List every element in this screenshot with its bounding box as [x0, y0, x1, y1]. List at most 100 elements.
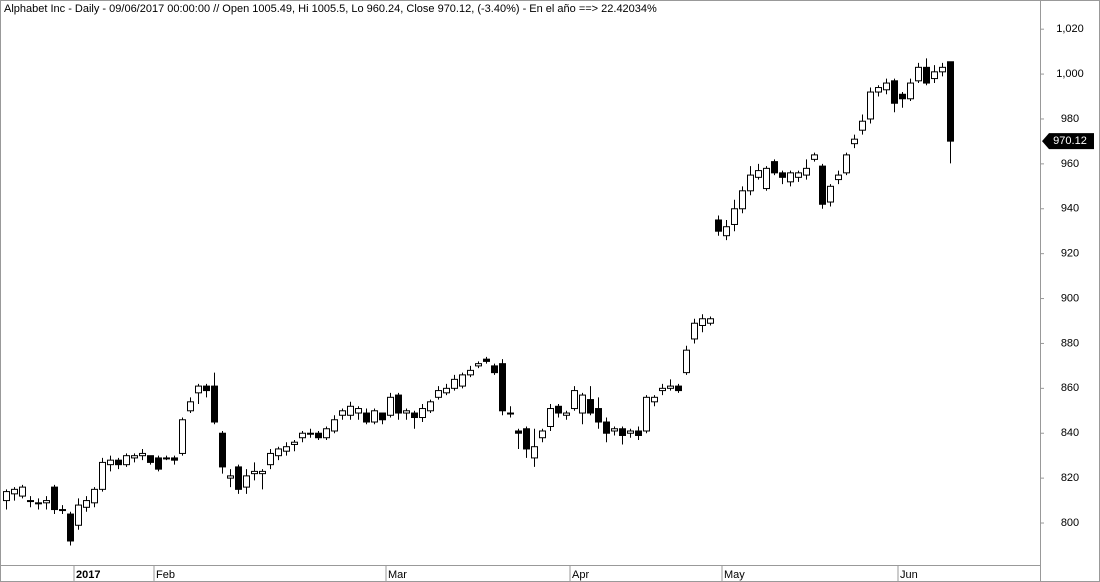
candle-body — [707, 318, 714, 324]
candle-body — [715, 219, 722, 232]
candle-body — [619, 428, 626, 436]
candle-body — [603, 421, 610, 434]
candle-body — [83, 500, 90, 508]
candle-body — [795, 172, 802, 178]
candle-body — [459, 374, 466, 387]
candle-body — [3, 491, 10, 502]
y-tick-label: 840 — [1061, 427, 1079, 439]
candle-body — [843, 154, 850, 174]
candle-body — [403, 410, 410, 414]
candle-body — [35, 502, 42, 505]
candle-body — [835, 174, 842, 181]
candle-body — [43, 500, 50, 504]
candle-body — [483, 358, 490, 362]
candle-body — [699, 318, 706, 326]
candle-body — [19, 486, 26, 497]
candle-body — [571, 390, 578, 410]
candle-body — [67, 513, 74, 542]
candle-body — [27, 500, 34, 503]
candle-body — [227, 475, 234, 479]
candle-body — [307, 432, 314, 435]
candle-body — [451, 378, 458, 389]
candle-body — [491, 365, 498, 374]
candle-body — [659, 387, 666, 392]
candle-body — [515, 430, 522, 434]
candle-body — [187, 401, 194, 412]
candle-body — [763, 167, 770, 190]
candle-body — [115, 459, 122, 466]
candle-body — [163, 457, 170, 460]
candle-body — [107, 459, 114, 466]
candle-body — [947, 61, 954, 142]
candle-body — [595, 408, 602, 423]
candle-body — [867, 91, 874, 120]
candle-body — [611, 428, 618, 432]
candle-body — [427, 401, 434, 412]
candle-body — [803, 167, 810, 176]
candle-body — [539, 430, 546, 439]
y-tick-label: 880 — [1061, 337, 1079, 349]
candle-body — [819, 165, 826, 205]
candle-body — [507, 412, 514, 415]
candle-body — [779, 172, 786, 178]
y-tick-label: 820 — [1061, 472, 1079, 484]
candle-body — [331, 419, 338, 432]
y-tick-label: 940 — [1061, 203, 1079, 215]
candle-body — [547, 408, 554, 427]
candle-body — [683, 349, 690, 374]
candle-body — [771, 161, 778, 174]
candle-body — [531, 446, 538, 459]
candle-body — [435, 390, 442, 398]
candle-body — [723, 226, 730, 237]
candle-body — [275, 448, 282, 457]
candle-body — [243, 475, 250, 488]
candle-body — [555, 405, 562, 414]
candle-body — [467, 369, 474, 376]
candle-body — [323, 428, 330, 439]
candle-body — [747, 174, 754, 192]
candle-body — [691, 322, 698, 340]
candle-body — [363, 412, 370, 423]
candle-body — [627, 430, 634, 434]
y-tick-label: 900 — [1061, 292, 1079, 304]
x-tick-label: Apr — [572, 569, 589, 581]
candle-body — [75, 504, 82, 526]
candle-body — [563, 412, 570, 416]
candle-body — [651, 396, 658, 403]
candle-body — [923, 66, 930, 84]
candle-body — [283, 446, 290, 452]
candle-body — [731, 208, 738, 225]
candle-body — [379, 412, 386, 421]
candle-body — [899, 93, 906, 100]
candle-body — [787, 172, 794, 183]
candle-body — [371, 410, 378, 423]
y-tick-label: 920 — [1061, 248, 1079, 260]
x-tick-label: Jun — [900, 569, 918, 581]
candle-body — [179, 419, 186, 454]
candle-body — [827, 185, 834, 203]
candle-body — [235, 466, 242, 490]
candle-body — [347, 405, 354, 416]
candle-body — [155, 457, 162, 470]
candle-body — [499, 363, 506, 412]
x-tick-label: 2017 — [76, 569, 100, 581]
candle-body — [891, 80, 898, 104]
candle-body — [259, 470, 266, 475]
candle-body — [59, 509, 66, 512]
candle-body — [171, 457, 178, 461]
candle-body — [291, 441, 298, 445]
y-tick-label: 1,020 — [1056, 23, 1084, 35]
candle-body — [587, 399, 594, 414]
y-tick-label: 800 — [1061, 517, 1079, 529]
candle-body — [667, 385, 674, 389]
candle-body — [315, 432, 322, 439]
candle-body — [11, 488, 18, 495]
candle-body — [123, 455, 130, 466]
candle-body — [875, 87, 882, 93]
candle-body — [299, 432, 306, 439]
last-price-tag — [1042, 133, 1094, 150]
candle-body — [267, 452, 274, 466]
